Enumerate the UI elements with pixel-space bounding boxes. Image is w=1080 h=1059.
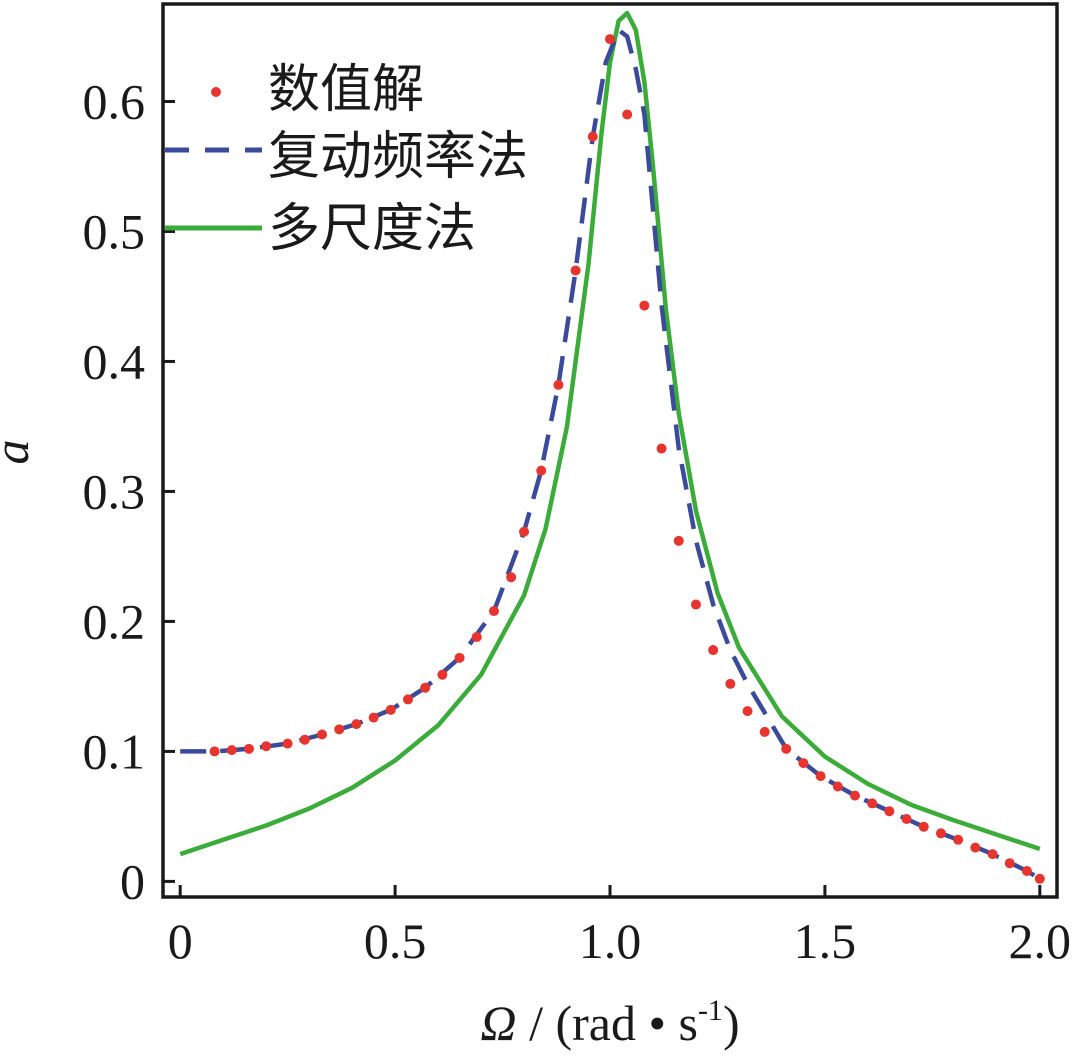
x-tick-label: 1.5 [794,913,857,969]
legend-label-multiple-scales: 多尺度法 [268,199,476,259]
data-point [402,694,413,705]
data-point [690,599,701,610]
y-axis-label: a [0,440,39,465]
data-point [935,828,946,839]
x-axis-label-symbol: Ω [480,995,516,1051]
data-point [781,743,792,754]
legend-label-complex-frequency: 复动频率法 [268,127,528,187]
data-point [815,771,826,782]
series-complex-frequency-line [180,27,1041,881]
data-point [918,821,929,832]
data-point [519,526,530,537]
y-tick-label: 0.3 [83,463,146,519]
data-point [334,724,345,735]
data-point [605,34,615,45]
data-point [725,678,736,689]
data-point [901,814,912,825]
data-point [970,842,981,853]
data-point [536,465,547,476]
data-point [226,745,237,756]
data-point [849,790,860,801]
legend-label-numerical: 数值解 [268,60,424,120]
series-layer [179,10,1045,884]
data-point [1004,858,1015,869]
data-point [299,734,310,745]
data-point [656,443,667,454]
legend-marker-numerical [211,87,221,97]
x-tick-label: 1.0 [579,913,642,969]
y-tick-label: 0 [120,853,145,909]
data-point [488,606,499,617]
data-point [759,726,770,737]
data-point [884,806,895,817]
legend: 数值解 复动频率法 多尺度法 [165,60,528,259]
data-point [587,131,598,142]
data-point [639,300,650,311]
data-point [1021,866,1032,877]
data-point [420,682,431,693]
data-point [953,834,964,845]
data-point [454,652,465,663]
y-tick-label: 0.6 [83,73,146,129]
series-numerical-points [209,34,1045,884]
data-point [553,379,564,390]
y-tick-label: 0.1 [83,723,146,779]
data-point [742,706,753,717]
data-point [832,781,843,792]
x-axis-label: Ω / (rad • s-1) [480,994,739,1051]
data-point [351,719,362,730]
x-axis-label-close: ) [723,995,740,1051]
x-axis-ticks: 0 0.5 1.0 1.5 2.0 [168,885,1071,969]
x-tick-label: 0.5 [364,913,427,969]
data-point [570,265,581,276]
data-point [987,849,998,860]
y-tick-label: 0.4 [83,333,146,389]
data-point [368,712,379,723]
data-point [471,632,482,643]
data-point [261,741,272,752]
data-point [1034,873,1045,884]
x-axis-label-exponent: -1 [698,994,723,1027]
series-multiple-scales-line [179,10,1041,857]
data-point [798,758,809,769]
y-tick-label: 0.5 [83,203,146,259]
data-point [622,109,633,120]
data-point [317,729,328,740]
x-tick-label: 2.0 [1009,913,1072,969]
y-tick-label: 0.2 [83,593,146,649]
x-axis-label-unit: / (rad • s [517,995,698,1051]
y-axis-ticks: 0 0.1 0.2 0.3 0.4 0.5 0.6 [83,73,175,909]
data-point [385,704,396,715]
data-point [673,535,684,546]
data-point [506,572,517,583]
data-point [708,645,719,656]
data-point [209,746,220,757]
data-point [243,743,254,754]
data-point [282,738,293,749]
data-point [867,798,878,809]
x-tick-label: 0 [168,913,193,969]
data-point [437,669,448,680]
